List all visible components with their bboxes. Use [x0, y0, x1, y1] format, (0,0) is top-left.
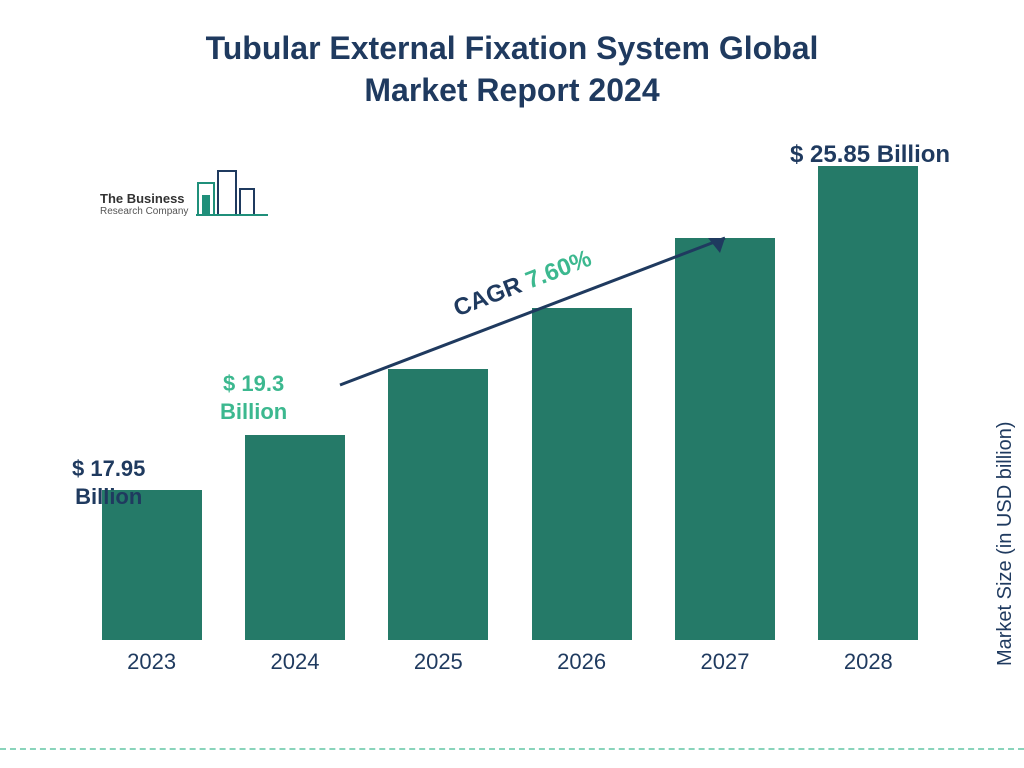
value-label: $ 25.85 Billion: [790, 140, 950, 170]
x-axis-label: 2027: [665, 649, 785, 675]
bar: [818, 166, 918, 640]
bar: [388, 369, 488, 640]
trend-arrow-icon: [330, 220, 750, 400]
x-axis-label: 2028: [808, 649, 928, 675]
y-axis-label: Market Size (in USD billion): [995, 422, 1018, 667]
bar-group: [378, 369, 498, 640]
bar: [245, 435, 345, 640]
x-axis-label: 2023: [92, 649, 212, 675]
title-line1: Tubular External Fixation System Global: [206, 30, 819, 66]
x-axis-label: 2026: [522, 649, 642, 675]
cagr-annotation: CAGR 7.60%: [330, 220, 750, 380]
x-axis-label: 2025: [378, 649, 498, 675]
bar-group: [235, 435, 355, 640]
chart-title: Tubular External Fixation System Global …: [0, 0, 1024, 111]
bar-group: [808, 166, 928, 640]
x-axis-label: 2024: [235, 649, 355, 675]
value-label: $ 19.3Billion: [220, 370, 287, 425]
title-line2: Market Report 2024: [364, 72, 659, 108]
value-label: $ 17.95Billion: [72, 455, 145, 510]
bar-group: [92, 490, 212, 640]
bar: [102, 490, 202, 640]
bottom-divider: [0, 748, 1024, 750]
